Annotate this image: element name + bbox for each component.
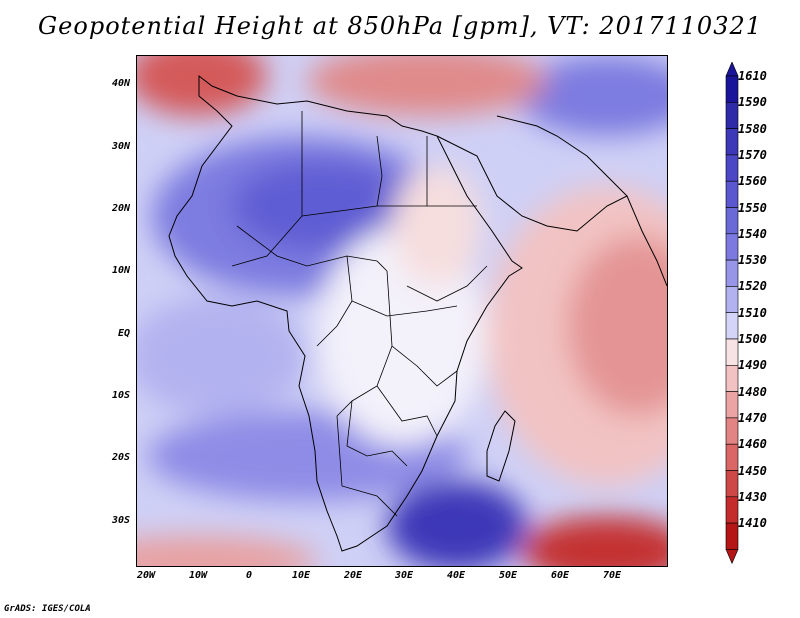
colorbar-box xyxy=(725,522,739,550)
map-title: Geopotential Height at 850hPa [gpm], VT:… xyxy=(38,12,762,40)
lon-label-40e: 40E xyxy=(446,570,466,581)
colorbar-level-label: 1530 xyxy=(738,253,767,268)
colorbar-level-label: 1500 xyxy=(738,332,767,346)
field-indian-core xyxy=(567,236,667,416)
field-southern-low-west xyxy=(137,536,317,566)
field-sahara-core xyxy=(232,161,412,251)
colorbar-box xyxy=(725,443,739,471)
colorbar-box xyxy=(725,207,739,235)
lon-label-20e: 20E xyxy=(343,570,363,581)
lon-label-10e: 10E xyxy=(291,570,311,581)
colorbar-box xyxy=(725,180,739,208)
colorbar-box xyxy=(725,128,739,156)
field-med-low xyxy=(307,56,547,116)
lat-label-40n: 40N xyxy=(111,78,130,89)
lat-label-10n: 10N xyxy=(111,265,130,276)
lat-label-eq: EQ xyxy=(117,328,130,339)
colorbar-level-label: 1490 xyxy=(738,358,767,373)
lat-label-20n: 20N xyxy=(111,203,130,214)
field-nile xyxy=(392,166,482,286)
colorbar-box xyxy=(725,101,739,129)
grads-credit: GrADS: IGES/COLA xyxy=(4,604,91,614)
lat-label-10s: 10S xyxy=(111,390,130,401)
field-arabia-high xyxy=(517,56,667,136)
lon-label-10w: 10W xyxy=(188,570,208,581)
india-coastline xyxy=(626,195,667,287)
country-borders xyxy=(231,111,488,517)
colorbar-box xyxy=(725,364,739,392)
map-area xyxy=(136,55,668,567)
colorbar-level-label: 1590 xyxy=(738,95,767,110)
colorbar-level-label: 1450 xyxy=(738,463,767,478)
lat-label-20s: 20S xyxy=(111,452,130,463)
colorbar-box xyxy=(725,75,739,103)
colorbar-box xyxy=(725,259,739,287)
lon-label-20w: 20W xyxy=(136,570,156,581)
arabia-coastline xyxy=(436,115,628,232)
colorbar-top-arrow xyxy=(725,62,739,77)
colorbar-box xyxy=(725,470,739,498)
colorbar-level-label: 1460 xyxy=(738,437,767,452)
colorbar-box xyxy=(725,154,739,182)
colorbar-box xyxy=(725,417,739,445)
colorbar-bottom-arrow xyxy=(725,549,739,564)
geopotential-field xyxy=(137,56,667,566)
colorbar-box xyxy=(725,496,739,524)
field-iberia-low xyxy=(137,56,267,116)
lon-label-60e: 60E xyxy=(550,570,570,581)
colorbar-level-label: 1610 xyxy=(738,69,767,83)
madagascar-coastline xyxy=(486,410,516,482)
lon-label-30e: 30E xyxy=(394,570,414,581)
field-atlantic xyxy=(137,296,307,416)
colorbar-box xyxy=(725,391,739,419)
colorbar-level-label: 1510 xyxy=(738,305,767,320)
lon-label-70e: 70E xyxy=(602,570,622,581)
colorbar-level-label: 1580 xyxy=(738,121,767,136)
lat-label-30n: 30N xyxy=(111,141,130,152)
colorbar-box xyxy=(725,312,739,340)
colorbar-level-label: 1520 xyxy=(738,279,767,294)
colorbar-level-label: 1550 xyxy=(738,200,767,215)
colorbar-level-label: 1560 xyxy=(738,174,767,189)
lon-label-50e: 50E xyxy=(498,570,518,581)
africa-coastline xyxy=(168,74,523,552)
colorbar-box xyxy=(725,338,739,366)
field-southern-low-east xyxy=(522,516,667,566)
colorbar-level-label: 1410 xyxy=(738,516,767,531)
colorbar-box xyxy=(725,286,739,313)
colorbar-box xyxy=(725,233,739,261)
colorbar-level-label: 1570 xyxy=(738,147,767,162)
colorbar-level-label: 1540 xyxy=(738,226,767,241)
colorbar-level-label: 1470 xyxy=(738,410,767,425)
colorbar-level-label: 1430 xyxy=(738,489,767,504)
lat-label-30s: 30S xyxy=(111,515,130,526)
colorbar-boxes xyxy=(725,62,739,564)
colorbar xyxy=(725,62,739,564)
lon-label-0: 0 xyxy=(245,570,253,581)
field-cape-high xyxy=(387,481,527,566)
colorbar-level-label: 1480 xyxy=(738,384,767,399)
